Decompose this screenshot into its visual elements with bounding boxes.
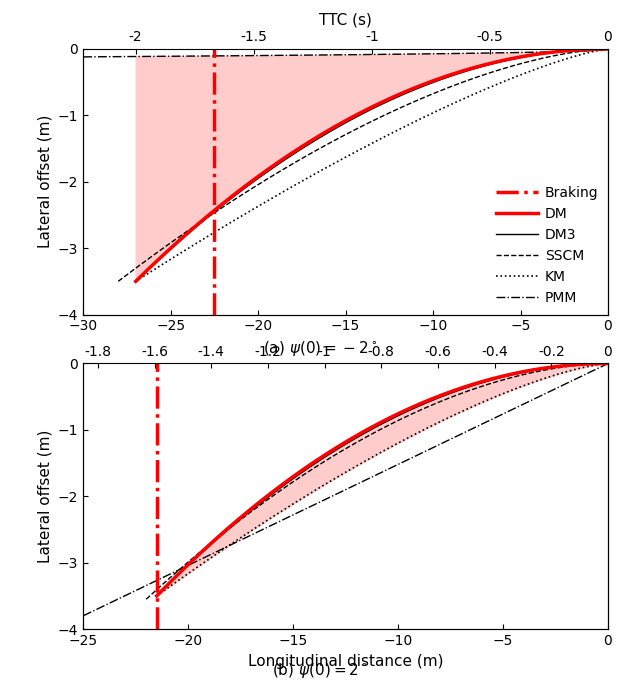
Text: (b) $\psi(0) = 2^\circ$: (b) $\psi(0) = 2^\circ$ — [272, 661, 368, 679]
Y-axis label: Lateral offset (m): Lateral offset (m) — [37, 430, 52, 563]
Legend: Braking, DM, DM3, SSCM, KM, PMM: Braking, DM, DM3, SSCM, KM, PMM — [490, 180, 604, 310]
Y-axis label: Lateral offset (m): Lateral offset (m) — [37, 115, 52, 248]
Text: (a) $\psi(0) = -2^\circ$: (a) $\psi(0) = -2^\circ$ — [263, 339, 377, 358]
X-axis label: Longitudinal distance (m): Longitudinal distance (m) — [248, 654, 444, 668]
X-axis label: TTC (s): TTC (s) — [319, 13, 372, 27]
